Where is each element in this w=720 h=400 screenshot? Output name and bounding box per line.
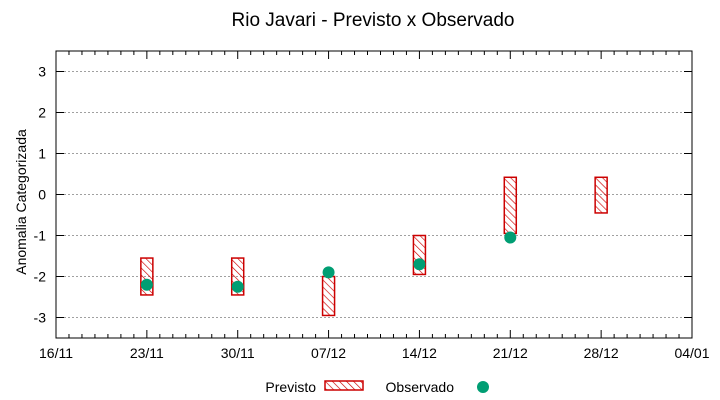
y-tick-label: -2 — [34, 269, 47, 285]
observado-series — [140, 231, 517, 293]
observado-point — [322, 266, 335, 279]
y-tick-label: 2 — [38, 105, 46, 121]
observado-point — [413, 258, 426, 271]
x-tick-label: 14/12 — [402, 345, 437, 361]
y-tick-label: 0 — [38, 187, 46, 203]
x-tick-label: 04/01 — [674, 345, 709, 361]
observado-point — [504, 231, 517, 244]
grid-layer — [56, 71, 692, 318]
chart-title: Rio Javari - Previsto x Observado — [232, 10, 515, 31]
x-tick-label: 28/12 — [584, 345, 619, 361]
x-axis-ticks: 16/11 23/11 30/11 07/12 14/12 21/12 28/12 04/01 — [39, 51, 710, 361]
y-tick-label: -1 — [34, 228, 47, 244]
legend: Previsto Observado — [265, 379, 489, 395]
legend-label-observado: Observado — [386, 379, 455, 395]
x-tick-label: 16/11 — [39, 345, 73, 361]
y-tick-label: 1 — [38, 146, 46, 162]
previsto-box — [594, 176, 608, 214]
y-tick-label: 3 — [38, 64, 46, 80]
previsto-series — [140, 176, 608, 317]
x-tick-label: 07/12 — [311, 345, 346, 361]
x-tick-label: 30/11 — [221, 345, 255, 361]
x-tick-label: 21/12 — [493, 345, 528, 361]
legend-label-previsto: Previsto — [265, 379, 316, 395]
legend-marker-observado — [477, 381, 489, 393]
y-axis-label: Anomalia Categorizada — [13, 129, 29, 275]
legend-swatch-previsto — [324, 380, 364, 391]
previsto-box — [503, 176, 518, 235]
x-tick-label: 23/11 — [130, 345, 164, 361]
previsto-box — [321, 275, 336, 317]
y-tick-label: -3 — [34, 310, 47, 326]
y-axis-ticks: 3 2 1 0 -1 -2 -3 — [34, 64, 692, 326]
observado-point — [231, 280, 244, 293]
observado-point — [140, 278, 153, 291]
